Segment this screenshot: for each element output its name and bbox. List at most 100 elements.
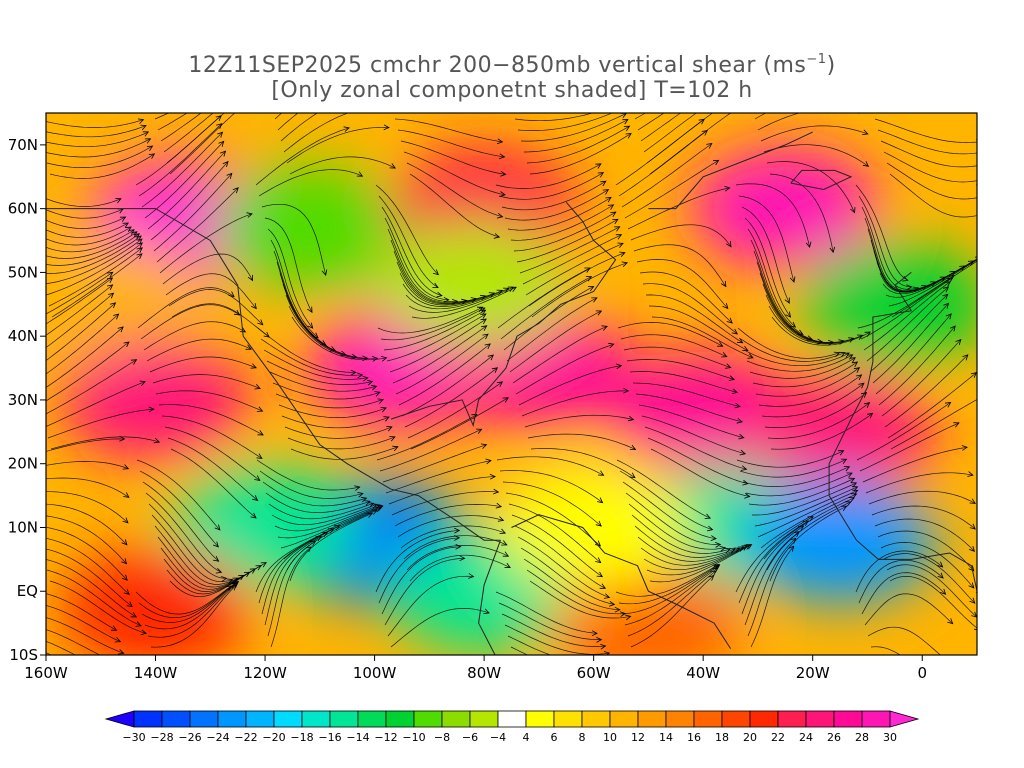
streamline-arrowhead xyxy=(599,583,607,589)
streamline-208 xyxy=(875,313,952,395)
streamline-arrowhead xyxy=(602,189,610,195)
streamline-376 xyxy=(744,531,800,626)
streamline-arrowhead xyxy=(496,138,504,145)
streamline-arrowhead xyxy=(802,520,810,526)
streamline-185 xyxy=(46,302,116,362)
streamline-arrowhead xyxy=(969,523,976,530)
colorbar-box xyxy=(441,710,471,728)
streamline-arrowhead xyxy=(113,313,120,320)
streamline-arrowhead xyxy=(140,124,147,131)
streamline-arrowhead xyxy=(955,701,961,706)
streamline-49 xyxy=(135,115,222,186)
streamline-374 xyxy=(504,624,610,655)
streamline-393 xyxy=(870,646,901,655)
streamline-arrowhead xyxy=(615,234,623,240)
streamline-arrowhead xyxy=(119,435,126,442)
streamline-arrowhead xyxy=(245,84,251,89)
colorbar-label: 16 xyxy=(687,731,701,744)
streamline-360 xyxy=(738,520,809,604)
streamline-arrowhead xyxy=(838,450,845,456)
streamline-276 xyxy=(385,460,492,494)
streamline-174 xyxy=(623,346,731,368)
streamline-207 xyxy=(755,367,860,397)
streamline-271 xyxy=(742,466,850,487)
colorbar-box xyxy=(329,710,359,728)
streamline-181 xyxy=(506,297,598,362)
streamline-227 xyxy=(284,426,393,439)
streamline-176 xyxy=(863,281,951,351)
streamline-267 xyxy=(262,481,367,507)
streamline-arrowhead xyxy=(788,545,795,552)
x-tick-label: 0 xyxy=(917,664,927,682)
streamline-arrowhead xyxy=(233,309,241,316)
streamline-arrowhead xyxy=(736,417,744,424)
streamline-29 xyxy=(643,113,697,153)
streamline-arrowhead xyxy=(436,291,443,298)
streamline-arrowhead xyxy=(953,422,960,428)
streamline-210 xyxy=(158,404,264,436)
streamline-289 xyxy=(46,515,127,564)
streamline-282 xyxy=(148,503,227,579)
streamline-arrowhead xyxy=(139,380,147,386)
streamline-arrowhead xyxy=(739,449,747,456)
streamline-57 xyxy=(46,208,124,219)
streamline-arrowhead xyxy=(943,302,950,309)
streamline-arrowhead xyxy=(848,497,855,503)
streamline-315 xyxy=(280,505,383,549)
streamline-342 xyxy=(649,544,752,583)
y-tick-label: 10S xyxy=(9,646,38,664)
colorbar-label: −26 xyxy=(178,731,201,744)
shading-region-18 xyxy=(498,465,689,590)
streamline-97 xyxy=(46,231,138,259)
streamline-213 xyxy=(518,365,622,406)
colorbar-label: −4 xyxy=(490,731,506,744)
streamline-237 xyxy=(527,433,636,450)
streamline-arrowhead xyxy=(785,311,792,318)
streamline-183 xyxy=(746,354,853,372)
streamline-124 xyxy=(402,283,503,307)
streamline-291 xyxy=(271,503,378,526)
streamline-arrowhead xyxy=(133,233,141,239)
streamline-247 xyxy=(770,413,873,450)
streamline-48 xyxy=(46,198,122,207)
streamline-129 xyxy=(46,242,143,296)
streamline-60 xyxy=(378,195,439,288)
streamline-334 xyxy=(646,544,751,576)
streamline-arrowhead xyxy=(588,286,595,292)
streamline-132 xyxy=(405,287,509,310)
streamline-351 xyxy=(735,516,814,593)
streamline-217 xyxy=(46,359,137,415)
streamline-263 xyxy=(739,458,847,478)
streamline-arrowhead xyxy=(734,402,741,409)
colorbar: −30 −28 −26 −24 −22 −20 −18 −16 −14 −12 −10 −8 −6 −4 4… xyxy=(104,710,920,744)
x-tick-label: 20W xyxy=(796,664,830,682)
streamline-arrowhead xyxy=(843,466,851,472)
streamline-52 xyxy=(495,163,602,189)
streamline-136 xyxy=(885,258,977,298)
coastline-7 xyxy=(790,169,853,191)
streamline-329 xyxy=(46,569,142,627)
streamline-arrowhead xyxy=(260,562,267,568)
streamline-64 xyxy=(858,195,912,288)
streamline-arrowhead xyxy=(839,351,846,358)
streamline-arrowhead xyxy=(715,542,722,548)
shading-region-6 xyxy=(745,369,936,494)
streamline-297 xyxy=(46,526,128,581)
shading-region-19 xyxy=(60,337,251,462)
streamline-44 xyxy=(529,133,632,175)
streamline-arrowhead xyxy=(321,269,328,276)
streamline-254 xyxy=(616,459,711,519)
streamline-9 xyxy=(157,113,188,131)
streamline-arrowhead xyxy=(707,525,714,532)
streamline-arrowhead xyxy=(309,540,317,547)
streamline-arrowhead xyxy=(122,464,130,470)
streamline-373 xyxy=(384,557,465,626)
streamline-300 xyxy=(394,504,502,527)
streamline-arrowhead xyxy=(121,662,127,667)
streamline-arrowhead xyxy=(496,212,504,219)
streamline-arrowhead xyxy=(944,401,952,408)
streamline-144 xyxy=(888,259,977,307)
streamline-arrowhead xyxy=(717,341,724,347)
colorbar-label: −16 xyxy=(318,731,341,744)
